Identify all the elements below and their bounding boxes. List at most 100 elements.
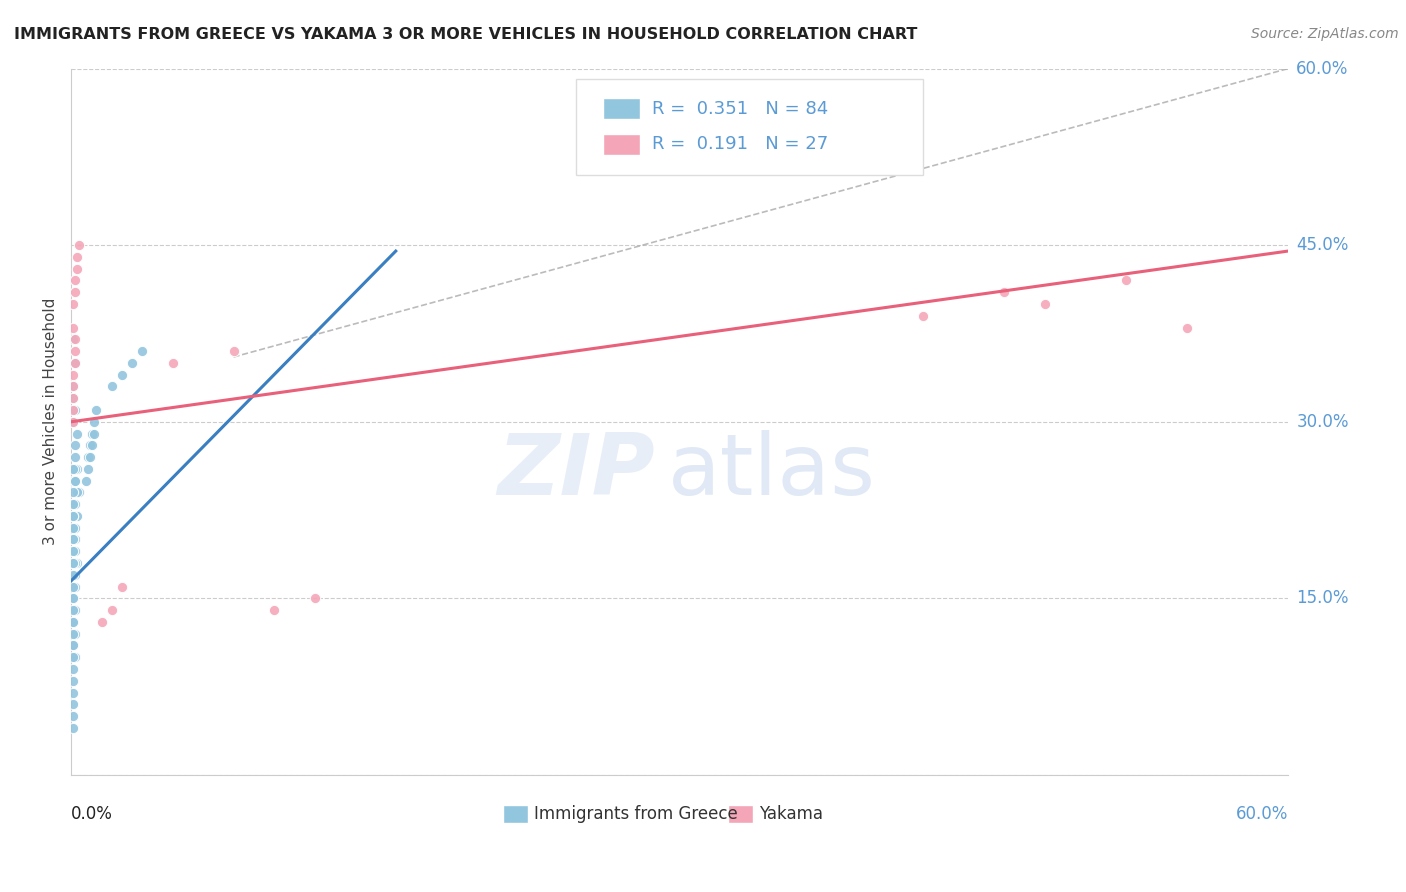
- Point: [62, 556, 84, 570]
- Point: [131, 344, 153, 359]
- Text: Source: ZipAtlas.com: Source: ZipAtlas.com: [1251, 27, 1399, 41]
- Point: [65, 508, 87, 523]
- Point: [62, 567, 84, 582]
- Point: [65, 650, 87, 665]
- Point: [62, 508, 84, 523]
- Point: [62, 662, 84, 676]
- FancyBboxPatch shape: [603, 134, 640, 155]
- FancyBboxPatch shape: [503, 805, 527, 823]
- Point: [65, 580, 87, 594]
- Point: [65, 603, 87, 617]
- Point: [1175, 320, 1198, 334]
- Point: [65, 450, 87, 464]
- Text: 30.0%: 30.0%: [1296, 413, 1348, 431]
- Text: atlas: atlas: [668, 430, 876, 513]
- Point: [66, 485, 89, 500]
- Text: 60.0%: 60.0%: [1236, 805, 1288, 823]
- Point: [62, 497, 84, 511]
- Point: [65, 474, 87, 488]
- Point: [65, 533, 87, 547]
- Point: [65, 556, 87, 570]
- Point: [1115, 273, 1137, 287]
- Point: [66, 556, 89, 570]
- Point: [911, 309, 934, 323]
- Point: [62, 368, 84, 382]
- Point: [65, 285, 87, 300]
- Text: 60.0%: 60.0%: [1296, 60, 1348, 78]
- Point: [80, 426, 103, 441]
- Point: [62, 474, 84, 488]
- Point: [62, 508, 84, 523]
- Point: [62, 639, 84, 653]
- Point: [62, 403, 84, 417]
- Point: [62, 379, 84, 393]
- FancyBboxPatch shape: [728, 805, 752, 823]
- Point: [62, 391, 84, 405]
- Point: [67, 238, 90, 252]
- Point: [993, 285, 1015, 300]
- Point: [62, 650, 84, 665]
- Text: 0.0%: 0.0%: [72, 805, 114, 823]
- Point: [66, 261, 89, 276]
- Point: [75, 474, 97, 488]
- Y-axis label: 3 or more Vehicles in Household: 3 or more Vehicles in Household: [44, 298, 58, 545]
- Point: [62, 591, 84, 606]
- Point: [83, 426, 105, 441]
- Point: [111, 580, 134, 594]
- Point: [62, 556, 84, 570]
- FancyBboxPatch shape: [576, 79, 922, 175]
- Point: [84, 403, 107, 417]
- Point: [62, 533, 84, 547]
- Point: [62, 673, 84, 688]
- Point: [65, 438, 87, 452]
- Point: [62, 591, 84, 606]
- Text: Immigrants from Greece: Immigrants from Greece: [534, 805, 737, 823]
- Point: [62, 709, 84, 723]
- Text: Yakama: Yakama: [759, 805, 823, 823]
- Point: [62, 533, 84, 547]
- Point: [79, 450, 101, 464]
- Point: [66, 508, 89, 523]
- Point: [65, 273, 87, 287]
- Point: [101, 603, 124, 617]
- Text: R =  0.191   N = 27: R = 0.191 N = 27: [651, 136, 828, 153]
- Point: [62, 320, 84, 334]
- Point: [222, 344, 245, 359]
- Point: [62, 391, 84, 405]
- Text: R =  0.351   N = 84: R = 0.351 N = 84: [651, 100, 828, 118]
- Point: [162, 356, 184, 370]
- Point: [111, 368, 134, 382]
- Text: 15.0%: 15.0%: [1296, 590, 1348, 607]
- Point: [62, 639, 84, 653]
- Point: [62, 615, 84, 629]
- Point: [65, 567, 87, 582]
- Point: [80, 438, 103, 452]
- Point: [62, 556, 84, 570]
- Point: [62, 485, 84, 500]
- Point: [62, 297, 84, 311]
- Point: [65, 403, 87, 417]
- Point: [65, 521, 87, 535]
- Point: [65, 521, 87, 535]
- Point: [90, 615, 112, 629]
- Point: [62, 332, 84, 346]
- Point: [101, 379, 124, 393]
- Point: [263, 603, 285, 617]
- Point: [65, 462, 87, 476]
- Text: 45.0%: 45.0%: [1296, 236, 1348, 254]
- Point: [65, 356, 87, 370]
- Point: [65, 356, 87, 370]
- Point: [62, 379, 84, 393]
- Point: [66, 426, 89, 441]
- Point: [67, 485, 90, 500]
- Point: [62, 462, 84, 476]
- Point: [62, 685, 84, 699]
- Point: [62, 533, 84, 547]
- Point: [62, 603, 84, 617]
- FancyBboxPatch shape: [603, 98, 640, 120]
- Point: [79, 438, 101, 452]
- Point: [65, 521, 87, 535]
- Point: [62, 415, 84, 429]
- Point: [1033, 297, 1056, 311]
- Point: [62, 544, 84, 558]
